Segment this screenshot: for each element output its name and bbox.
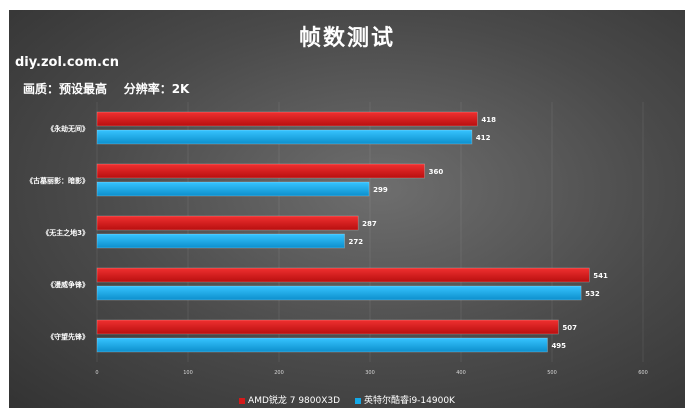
legend-item-intel: 英特尔酷睿i9-14900K [354,393,455,406]
bar-intel [96,181,370,197]
bar-amd [96,267,590,283]
chart-title: 帧数测试 [298,26,395,51]
source-site: diy.zol.com.cn [15,55,119,70]
category-label: 《无主之地3》 [42,228,89,237]
legend-label-amd: AMD锐龙 7 9800X3D [248,396,341,406]
legend-label-intel: 英特尔酷睿i9-14900K [363,396,455,406]
category-labels: 《永劫无间》《古墓丽影：暗影》《无主之地3》《漫威争锋》《守望先锋》 [26,124,89,341]
test-settings: 画质：预设最高 分辨率：2K [23,82,190,96]
category-label: 《漫威争锋》 [47,280,89,289]
legend-swatch-amd [239,397,246,404]
x-tick-label: 100 [183,370,193,376]
category-label: 《古墓丽影：暗影》 [26,176,89,185]
x-tick-label: 500 [547,370,557,376]
data-label-intel: 495 [551,342,566,350]
data-label-amd: 360 [429,168,444,176]
bar-chart: 418 412 360 299 287 272 541 532 507 495 《永劫无间》《古墓… [26,102,648,376]
bar-intel [96,233,345,249]
bar-amd [96,111,478,127]
x-tick-label: 0 [95,370,98,376]
bar-amd [96,215,359,231]
data-label-amd: 287 [362,220,377,228]
legend: AMD锐龙 7 9800X3D 英特尔酷睿i9-14900K [9,393,685,406]
category-label: 《永劫无间》 [47,124,89,133]
chart-panel: 帧数测试 diy.zol.com.cn 画质：预设最高 分辨率：2K 418 41… [9,10,685,408]
bar-intel [96,129,473,145]
bar-intel [96,285,582,301]
x-tick-label: 200 [274,370,284,376]
x-tick-label: 400 [456,370,466,376]
grid-lines [96,102,644,362]
bar-amd [96,319,559,335]
x-tick-label: 600 [638,370,648,376]
x-tick-labels: 0 100 200 300 400 500 600 [95,370,647,376]
data-label-intel: 412 [476,134,491,142]
bars-group: 418 412 360 299 287 272 541 532 507 495 [96,111,608,353]
data-label-amd: 541 [593,272,608,280]
x-tick-label: 300 [365,370,375,376]
data-label-intel: 299 [373,186,388,194]
data-label-intel: 532 [585,290,600,298]
bar-intel [96,337,548,353]
legend-swatch-intel [354,397,361,404]
bar-amd [96,163,425,179]
category-label: 《守望先锋》 [47,332,89,341]
data-label-amd: 418 [481,116,496,124]
data-label-intel: 272 [349,238,364,246]
data-label-amd: 507 [562,324,577,332]
legend-item-amd: AMD锐龙 7 9800X3D [239,393,340,406]
